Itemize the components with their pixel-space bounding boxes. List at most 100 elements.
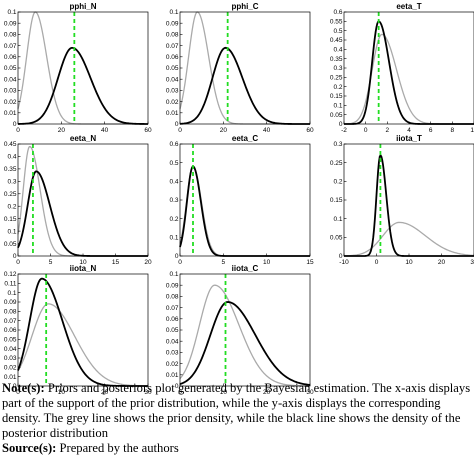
- x-tick-label: 2: [386, 127, 390, 134]
- y-tick-label: 0.04: [4, 76, 17, 83]
- x-tick-label: 15: [306, 259, 314, 266]
- y-tick-label: 0.4: [7, 154, 16, 161]
- y-tick-label: 0.25: [330, 160, 343, 167]
- x-tick-label: 10: [263, 259, 271, 266]
- y-tick-label: 0.09: [4, 20, 17, 27]
- y-tick-label: 0.15: [4, 216, 17, 223]
- y-tick-label: 0.03: [4, 355, 17, 362]
- y-tick-label: 0.1: [333, 103, 342, 110]
- posterior-density-line: [17, 170, 148, 257]
- y-tick-label: 0.04: [4, 346, 17, 353]
- y-tick-label: 0.15: [330, 93, 343, 100]
- y-tick-label: 0.1: [169, 271, 178, 278]
- figure-caption: Note(s): Priors and posteriors plot gene…: [2, 381, 472, 456]
- plot-frame: [17, 11, 149, 125]
- y-tick-label: 0: [13, 383, 17, 390]
- prior-density-line: [17, 11, 148, 125]
- y-tick-label: 0.1: [7, 9, 16, 16]
- posterior-density-line: [179, 165, 310, 257]
- x-tick-label: 15: [112, 259, 120, 266]
- y-tick-label: 0.05: [4, 65, 17, 72]
- y-tick-label: 0.09: [4, 299, 17, 306]
- y-tick-label: 0.4: [333, 47, 342, 54]
- y-tick-label: 0: [175, 383, 179, 390]
- x-tick-label: -2: [341, 127, 347, 134]
- posterior-density-line: [179, 301, 311, 386]
- x-tick-label: 20: [220, 127, 228, 134]
- y-tick-label: 0.1: [333, 216, 342, 223]
- y-tick-label: 0: [339, 253, 343, 260]
- plot-frame: [17, 273, 149, 387]
- source-label: Source(s):: [2, 441, 57, 455]
- y-tick-label: 0.15: [330, 197, 343, 204]
- y-tick-label: 0: [175, 121, 179, 128]
- chart-title: iiota_T: [396, 134, 422, 143]
- y-tick-label: 0.5: [333, 28, 342, 35]
- prior-density-line: [179, 165, 310, 257]
- x-tick-label: 0: [178, 127, 182, 134]
- posterior-density-line: [17, 277, 148, 387]
- y-tick-label: 0.01: [4, 110, 17, 117]
- y-tick-label: 0.03: [4, 88, 17, 95]
- y-tick-label: 0.4: [169, 179, 178, 186]
- y-tick-label: 0.05: [330, 235, 343, 242]
- y-tick-label: 0.3: [333, 65, 342, 72]
- chart-title: pphi_C: [231, 2, 258, 11]
- y-tick-label: 0.01: [4, 374, 17, 381]
- y-tick-label: 0: [13, 253, 17, 260]
- y-tick-label: 0.06: [166, 54, 179, 61]
- prior-density-line: [179, 11, 310, 125]
- x-tick-label: 30: [144, 389, 152, 396]
- y-tick-label: 0.3: [169, 197, 178, 204]
- x-tick-label: 0: [178, 389, 182, 396]
- y-tick-label: 0.07: [166, 305, 179, 312]
- chart-panel-eeta-c: eeta_C 0 0.1 0.2 0.3 0.4 0.5 0.6 0 5 10 15: [169, 134, 318, 271]
- y-tick-label: 0.06: [4, 327, 17, 334]
- y-tick-label: 0.3: [333, 141, 342, 148]
- prior-density-line: [179, 284, 311, 387]
- y-tick-label: 0.08: [166, 32, 179, 39]
- y-tick-label: 0.06: [166, 316, 179, 323]
- chart-title: eeta_C: [232, 134, 258, 143]
- y-tick-label: 0.08: [4, 309, 17, 316]
- x-tick-label: 20: [144, 259, 152, 266]
- chart-panel-iiota-c: iiota_C 0 0.01 0.02 0.03 0.04 0.05 0.06 0.07 0.08…: [166, 264, 318, 401]
- x-tick-label: 40: [263, 127, 271, 134]
- chart-svg: eeta_C 0 0.1 0.2 0.3 0.4 0.5 0.6 0 5 10 15: [169, 134, 314, 266]
- x-tick-label: -10: [339, 259, 349, 266]
- y-tick-label: 0.09: [166, 282, 179, 289]
- y-tick-label: 0.02: [166, 99, 179, 106]
- y-tick-label: 0.12: [4, 271, 17, 278]
- y-tick-label: 0.04: [166, 338, 179, 345]
- chart-panel-eeta-t: eeta_T 0 0.05 0.1 0.15 0.2 0.25 0.3 0.35 0.4 0.45 0…: [330, 2, 474, 139]
- y-tick-label: 0.08: [4, 32, 17, 39]
- x-tick-label: 60: [144, 127, 152, 134]
- y-tick-label: 0.09: [166, 20, 179, 27]
- y-tick-label: 0.1: [169, 9, 178, 16]
- y-tick-label: 0.05: [330, 112, 343, 119]
- y-tick-label: 0.07: [4, 43, 17, 50]
- plot-frame: [179, 273, 311, 387]
- y-tick-label: 0.05: [4, 241, 17, 248]
- y-tick-label: 0.07: [166, 43, 179, 50]
- y-tick-label: 0.04: [166, 76, 179, 83]
- y-tick-label: 0.11: [4, 281, 17, 288]
- x-tick-label: 0: [16, 259, 20, 266]
- x-tick-label: 6: [429, 127, 433, 134]
- y-tick-label: 0.25: [4, 191, 17, 198]
- y-tick-label: 0.05: [166, 327, 179, 334]
- note-label: Note(s):: [2, 381, 45, 395]
- x-tick-label: 30: [470, 259, 474, 266]
- y-tick-label: 0.35: [4, 166, 17, 173]
- chart-title: iiota_N: [70, 264, 97, 273]
- chart-title: eeta_T: [396, 2, 421, 11]
- x-tick-label: 10: [220, 389, 228, 396]
- y-tick-label: 0.06: [4, 54, 17, 61]
- y-tick-label: 0.2: [169, 216, 178, 223]
- y-tick-label: 0.2: [333, 179, 342, 186]
- x-tick-label: 30: [306, 389, 314, 396]
- y-tick-label: 0.5: [169, 160, 178, 167]
- y-tick-label: 0.07: [4, 318, 17, 325]
- y-tick-label: 0.02: [166, 361, 179, 368]
- y-tick-label: 0.1: [169, 235, 178, 242]
